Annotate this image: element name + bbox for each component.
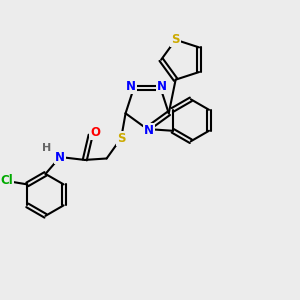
Text: Cl: Cl	[1, 173, 13, 187]
Text: S: S	[117, 132, 125, 145]
Text: N: N	[157, 80, 167, 93]
Text: N: N	[126, 80, 136, 93]
Text: N: N	[144, 124, 154, 137]
Text: S: S	[171, 33, 180, 46]
Text: O: O	[90, 126, 100, 139]
Text: N: N	[55, 151, 65, 164]
Text: H: H	[42, 143, 52, 153]
